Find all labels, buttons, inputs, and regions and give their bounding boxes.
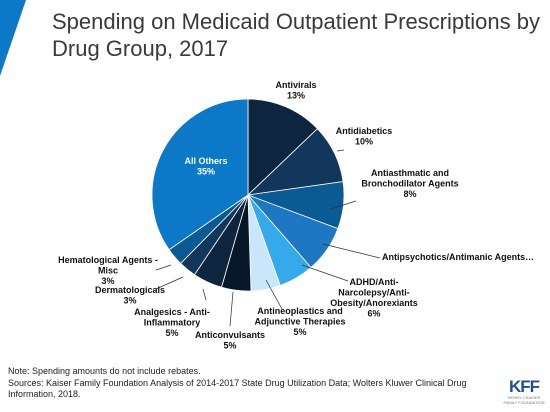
- kff-logo: KFF HENRY J KAISER FAMILY FOUNDATION: [503, 378, 545, 405]
- slice-label: ADHD/Anti-Narcolepsy/Anti-Obesity/Anorex…: [330, 277, 418, 319]
- slice-label: Hematological Agents -Misc 3%: [58, 255, 158, 286]
- footnote: Note: Spending amounts do not include re…: [8, 366, 488, 401]
- leader-line: [322, 243, 381, 259]
- logo-mark: KFF: [508, 377, 540, 396]
- leader-line: [336, 149, 345, 152]
- leader-line: [202, 288, 207, 301]
- slice-label: Antipsychotics/Antimanic Agents…: [382, 252, 534, 262]
- slice-label: Dermatologicals 3%: [95, 285, 165, 306]
- slice-label: Antiasthmatic and Bronchodilator Agents 8%: [361, 168, 458, 199]
- pie-slice: [151, 98, 249, 251]
- leader-line: [229, 291, 234, 327]
- leader-line: [330, 200, 357, 210]
- slice-label: Antineoplastics and Adjunctive Therapies 5…: [254, 306, 345, 337]
- slice-label: Anticonvulsants 5%: [195, 330, 265, 351]
- pie-slice: [247, 98, 319, 196]
- slice-label: Analgesics - Anti-Inflammatory 5%: [134, 307, 210, 338]
- corner-accent: [0, 0, 26, 76]
- leader-line: [155, 264, 172, 271]
- note-text: Note: Spending amounts do not include re…: [8, 366, 201, 376]
- leader-line: [265, 279, 283, 310]
- sources-text: Sources: Kaiser Family Foundation Analys…: [8, 377, 467, 400]
- leader-line: [155, 276, 184, 290]
- logo-subtitle: HENRY J KAISER FAMILY FOUNDATION: [503, 395, 545, 405]
- slice-label: Antidiabetics 10%: [336, 126, 393, 147]
- slice-label: All Others 35%: [184, 156, 227, 177]
- slice-label: Antivirals 13%: [275, 80, 316, 101]
- leader-line: [301, 264, 349, 282]
- chart-title: Spending on Medicaid Outpatient Prescrip…: [52, 9, 540, 61]
